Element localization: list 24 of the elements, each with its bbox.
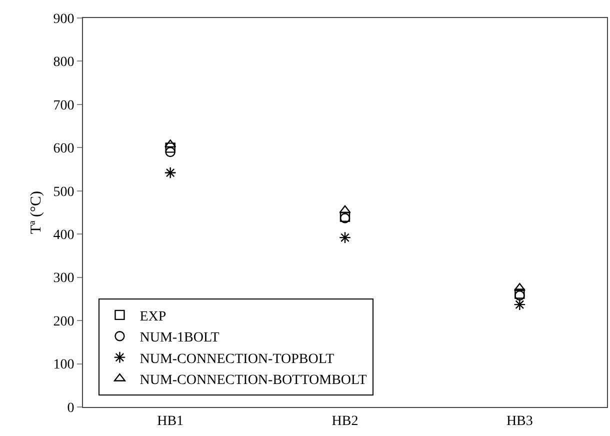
y-tick-label: 0 xyxy=(67,400,74,416)
y-tick-label: 500 xyxy=(53,184,74,200)
legend-label: NUM-1BOLT xyxy=(140,330,220,346)
x-tick-label: HB3 xyxy=(506,414,533,429)
y-tick-label: 200 xyxy=(53,314,74,330)
y-tick-label: 800 xyxy=(53,55,74,70)
point xyxy=(164,166,176,179)
legend-label: NUM-CONNECTION-BOTTOMBOLT xyxy=(140,372,368,388)
point xyxy=(339,232,351,244)
y-tick-label: 600 xyxy=(53,142,74,157)
x-tick-label: HB1 xyxy=(157,414,184,429)
legend-label: NUM-CONNECTION-TOPBOLT xyxy=(140,352,335,367)
point xyxy=(514,298,526,311)
y-axis-title: Tª (°C) xyxy=(28,190,44,234)
y-tick-label: 300 xyxy=(53,271,74,286)
y-tick-label: 100 xyxy=(53,358,74,373)
y-tick-label: 700 xyxy=(53,98,74,114)
point xyxy=(339,205,351,214)
y-tick-label: 400 xyxy=(53,228,74,244)
x-tick-label: HB2 xyxy=(332,414,358,429)
legend-label: EXP xyxy=(140,309,166,324)
point xyxy=(165,142,176,153)
y-tick-label: 900 xyxy=(53,12,74,27)
point xyxy=(165,146,176,158)
